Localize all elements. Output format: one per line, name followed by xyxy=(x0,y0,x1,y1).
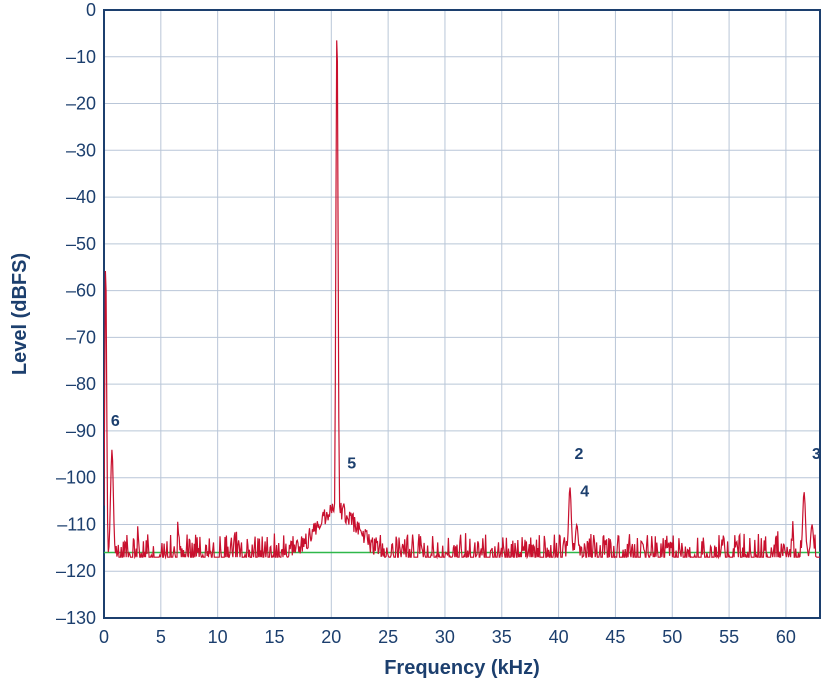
marker-label-2: 2 xyxy=(575,446,584,463)
y-tick-label: –40 xyxy=(66,187,96,207)
x-tick-label: 35 xyxy=(492,627,512,647)
y-tick-label: 0 xyxy=(86,0,96,20)
x-tick-label: 30 xyxy=(435,627,455,647)
chart-svg: 0510152025303540455055600–10–20–30–40–50… xyxy=(0,0,835,689)
x-tick-label: 50 xyxy=(662,627,682,647)
y-tick-label: –110 xyxy=(57,514,96,534)
y-tick-label: –50 xyxy=(66,234,96,254)
x-tick-label: 20 xyxy=(321,627,341,647)
y-tick-label: –10 xyxy=(66,47,96,67)
y-tick-label: –20 xyxy=(66,94,96,114)
y-tick-label: –100 xyxy=(56,468,96,488)
y-tick-label: –120 xyxy=(56,561,96,581)
x-tick-label: 55 xyxy=(719,627,739,647)
y-tick-label: –30 xyxy=(66,140,96,160)
y-tick-label: –130 xyxy=(56,608,96,628)
marker-label-3: 3 xyxy=(812,446,821,463)
y-tick-label: –90 xyxy=(66,421,96,441)
x-axis-label: Frequency (kHz) xyxy=(384,657,540,679)
x-tick-label: 45 xyxy=(605,627,625,647)
x-tick-label: 25 xyxy=(378,627,398,647)
x-tick-label: 15 xyxy=(264,627,284,647)
x-tick-label: 10 xyxy=(208,627,228,647)
x-tick-label: 40 xyxy=(549,627,569,647)
x-tick-label: 60 xyxy=(776,627,796,647)
marker-label-6: 6 xyxy=(111,413,120,430)
marker-label-4: 4 xyxy=(580,483,589,500)
y-tick-label: –80 xyxy=(66,374,96,394)
y-tick-label: –70 xyxy=(66,327,96,347)
y-axis-label: Level (dBFS) xyxy=(9,253,31,375)
x-tick-label: 5 xyxy=(156,627,166,647)
marker-label-5: 5 xyxy=(347,455,356,472)
fft-spectrum-chart: 0510152025303540455055600–10–20–30–40–50… xyxy=(0,0,835,689)
y-tick-label: –60 xyxy=(66,281,96,301)
x-tick-label: 0 xyxy=(99,627,109,647)
